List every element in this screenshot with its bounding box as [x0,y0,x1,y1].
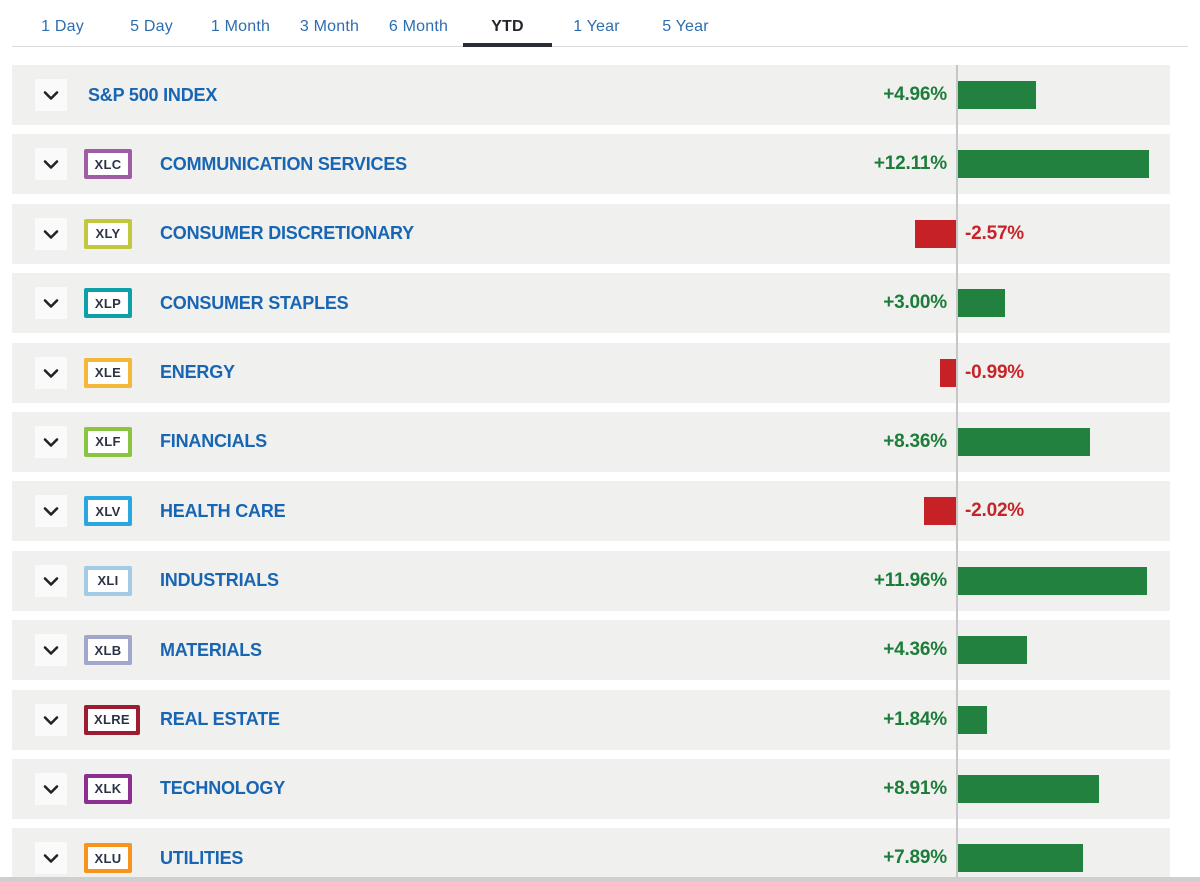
ticker-badge: XLV [84,496,132,527]
sector-name: REAL ESTATE [160,709,280,730]
sector-name: S&P 500 INDEX [88,84,218,105]
sector-row-xlc[interactable]: XLC COMMUNICATION SERVICES +12.11% [12,134,1170,195]
expand-row-button[interactable] [35,564,67,597]
chevron-down-icon [39,291,63,315]
percent-change: +1.84% [883,708,947,730]
sector-row-xlv[interactable]: XLV HEALTH CARE -2.02% [12,481,1170,542]
ticker-badge: XLE [84,357,132,388]
expand-row-button[interactable] [35,772,67,805]
ticker-badge: XLK [84,773,132,804]
sector-name: CONSUMER DISCRETIONARY [160,223,414,244]
ticker-badge: XLRE [84,704,140,735]
ticker-badge: XLB [84,635,132,666]
sector-name: TECHNOLOGY [160,778,286,799]
performance-bar [958,81,1036,109]
performance-bar [915,219,956,248]
sector-row-sp500[interactable]: S&P 500 INDEX +4.96% [12,65,1170,125]
tab-5-year[interactable]: 5 Year [641,0,730,47]
performance-bar [958,774,1099,803]
percent-change: +8.36% [883,430,947,452]
expand-row-button[interactable] [35,634,67,667]
tab-1-year[interactable]: 1 Year [552,0,641,47]
sector-name: ENERGY [160,362,235,383]
tab-1-day[interactable]: 1 Day [18,0,107,47]
chevron-down-icon [39,777,63,801]
percent-change: +4.36% [883,639,947,661]
sector-name: CONSUMER STAPLES [160,292,349,313]
chevron-down-icon [39,569,63,593]
sector-row-xly[interactable]: XLY CONSUMER DISCRETIONARY -2.57% [12,203,1170,264]
sector-name: MATERIALS [160,639,262,660]
chevron-down-icon [39,430,63,454]
percent-change: +7.89% [883,847,947,869]
tab-1-month[interactable]: 1 Month [196,0,285,47]
sector-name: UTILITIES [160,847,244,868]
expand-row-button[interactable] [35,425,67,458]
chevron-down-icon [39,222,63,246]
sector-row-xle[interactable]: XLE ENERGY -0.99% [12,342,1170,403]
percent-change: -2.02% [965,500,1025,522]
expand-row-button[interactable] [35,79,67,111]
percent-change: +4.96% [883,84,947,105]
ticker-badge: XLI [84,565,132,596]
performance-bar [940,358,956,387]
percent-change: -0.99% [965,361,1025,383]
tab-6-month[interactable]: 6 Month [374,0,463,47]
sector-row-xlu[interactable]: XLU UTILITIES +7.89% [12,828,1170,882]
expand-row-button[interactable] [35,495,67,528]
sector-row-xlb[interactable]: XLB MATERIALS +4.36% [12,620,1170,681]
chevron-down-icon [39,846,63,870]
chevron-down-icon [39,152,63,176]
expand-row-button[interactable] [35,217,67,250]
performance-bar [958,705,987,734]
ticker-badge: XLY [84,218,132,249]
sector-row-xli[interactable]: XLI INDUSTRIALS +11.96% [12,550,1170,611]
performance-bar [958,636,1027,665]
sector-name: FINANCIALS [160,431,267,452]
percent-change: +8.91% [883,777,947,799]
sector-rows: S&P 500 INDEX +4.96% XLC COMMUNICATION S… [12,65,1170,882]
chevron-down-icon [39,83,63,107]
chevron-down-icon [39,708,63,732]
sector-row-xlf[interactable]: XLF FINANCIALS +8.36% [12,411,1170,472]
percent-change: +11.96% [873,569,947,591]
performance-bar [958,150,1149,179]
performance-bar [958,427,1090,456]
performance-bar [958,289,1005,318]
sector-row-xlk[interactable]: XLK TECHNOLOGY +8.91% [12,758,1170,819]
tab-ytd[interactable]: YTD [463,0,552,47]
sector-name: INDUSTRIALS [160,570,279,591]
chevron-down-icon [39,361,63,385]
percent-change: -2.57% [965,222,1025,244]
expand-row-button[interactable] [35,842,67,875]
performance-bar [924,497,956,526]
bottom-edge-strip [0,877,1200,882]
performance-bar [958,566,1147,595]
sector-row-xlre[interactable]: XLRE REAL ESTATE +1.84% [12,689,1170,750]
ticker-badge: XLP [84,288,132,319]
zero-axis-line [956,65,958,882]
ticker-badge: XLU [84,843,132,874]
expand-row-button[interactable] [35,148,67,181]
sector-row-xlp[interactable]: XLP CONSUMER STAPLES +3.00% [12,273,1170,334]
chevron-down-icon [39,638,63,662]
percent-change: +3.00% [883,292,947,314]
ticker-badge: XLF [84,426,132,457]
tab-5-day[interactable]: 5 Day [107,0,196,47]
ticker-badge: XLC [84,149,132,180]
period-tabbar: 1 Day 5 Day 1 Month 3 Month 6 Month YTD 1 Year… [0,0,1200,47]
expand-row-button[interactable] [35,356,67,389]
performance-bar [958,844,1083,873]
expand-row-button[interactable] [35,703,67,736]
sector-name: HEALTH CARE [160,500,286,521]
sector-name: COMMUNICATION SERVICES [160,153,407,174]
chevron-down-icon [39,499,63,523]
tab-3-month[interactable]: 3 Month [285,0,374,47]
percent-change: +12.11% [873,153,947,175]
expand-row-button[interactable] [35,287,67,320]
